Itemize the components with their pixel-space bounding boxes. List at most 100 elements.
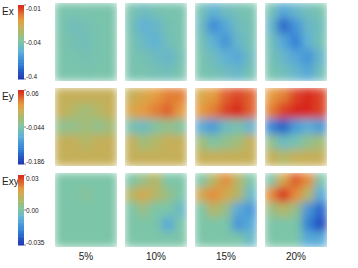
cell [79, 88, 92, 104]
cell [104, 88, 117, 104]
strain-map [265, 173, 327, 247]
cell [137, 150, 150, 166]
cell [104, 187, 117, 203]
cell [149, 119, 162, 136]
cell [162, 34, 175, 51]
cell [232, 65, 245, 81]
cell [265, 18, 278, 35]
cell [149, 217, 162, 233]
cell [149, 34, 162, 51]
cell [195, 150, 208, 166]
cell [265, 3, 278, 19]
cell [125, 202, 138, 218]
colorbar-tick-label: -0.044 [26, 124, 45, 131]
colorbar-tick-label: -0.186 [26, 158, 45, 165]
cell [125, 187, 138, 203]
column-label: 10% [146, 251, 166, 262]
colorbar-tick-label: -0.01 [26, 5, 41, 12]
cell [162, 103, 175, 120]
cell [55, 3, 68, 19]
cell [302, 202, 315, 218]
row-title: Ex [2, 6, 14, 17]
cell [289, 49, 302, 66]
cell [232, 173, 245, 188]
cell [104, 65, 117, 81]
strain-cells [125, 3, 187, 81]
cell [125, 103, 138, 120]
cell [265, 88, 278, 104]
cell [244, 173, 257, 188]
cell [302, 49, 315, 66]
cell [244, 65, 257, 81]
cell [302, 150, 315, 166]
cell [174, 173, 187, 188]
cell [277, 173, 290, 188]
cell [314, 150, 327, 166]
cell [162, 3, 175, 19]
cell [162, 173, 175, 188]
cell [244, 34, 257, 51]
cell [232, 202, 245, 218]
cell [314, 187, 327, 203]
cell [277, 3, 290, 19]
cell [79, 49, 92, 66]
cell [55, 49, 68, 66]
cell [162, 18, 175, 35]
cell [55, 119, 68, 136]
strain-map [55, 88, 117, 166]
cell [125, 3, 138, 19]
cell [67, 217, 80, 233]
cell [314, 173, 327, 188]
cell [149, 49, 162, 66]
cell [67, 202, 80, 218]
cell [207, 103, 220, 120]
cell [125, 49, 138, 66]
cell [137, 134, 150, 151]
cell [67, 18, 80, 35]
strain-cells [55, 3, 117, 81]
cell [67, 150, 80, 166]
cell [149, 232, 162, 247]
cell [79, 202, 92, 218]
cell [55, 34, 68, 51]
cell [67, 232, 80, 247]
cell [195, 3, 208, 19]
cell [137, 88, 150, 104]
cell [67, 119, 80, 136]
cell [219, 65, 232, 81]
column-label: 20% [286, 251, 306, 262]
cell [125, 173, 138, 188]
cell [79, 232, 92, 247]
cell [314, 202, 327, 218]
cell [207, 34, 220, 51]
cell [137, 173, 150, 188]
cell [55, 18, 68, 35]
cell [174, 3, 187, 19]
cell [67, 3, 80, 19]
cell [55, 202, 68, 218]
cell [55, 187, 68, 203]
cell [232, 134, 245, 151]
cell [79, 134, 92, 151]
cell [174, 150, 187, 166]
cell [265, 173, 278, 188]
cell [277, 34, 290, 51]
cell [232, 88, 245, 104]
cell [92, 65, 105, 81]
cell [104, 173, 117, 188]
cell [149, 173, 162, 188]
cell [92, 34, 105, 51]
cell [195, 173, 208, 188]
cell [67, 134, 80, 151]
cell [277, 187, 290, 203]
cell [162, 119, 175, 136]
cell [104, 134, 117, 151]
strain-cells [125, 88, 187, 166]
cell [79, 3, 92, 19]
cell [92, 119, 105, 136]
cell [174, 34, 187, 51]
cell [289, 88, 302, 104]
cell [302, 134, 315, 151]
colorbar-tick-label: 0.06 [26, 90, 39, 97]
cell [265, 49, 278, 66]
